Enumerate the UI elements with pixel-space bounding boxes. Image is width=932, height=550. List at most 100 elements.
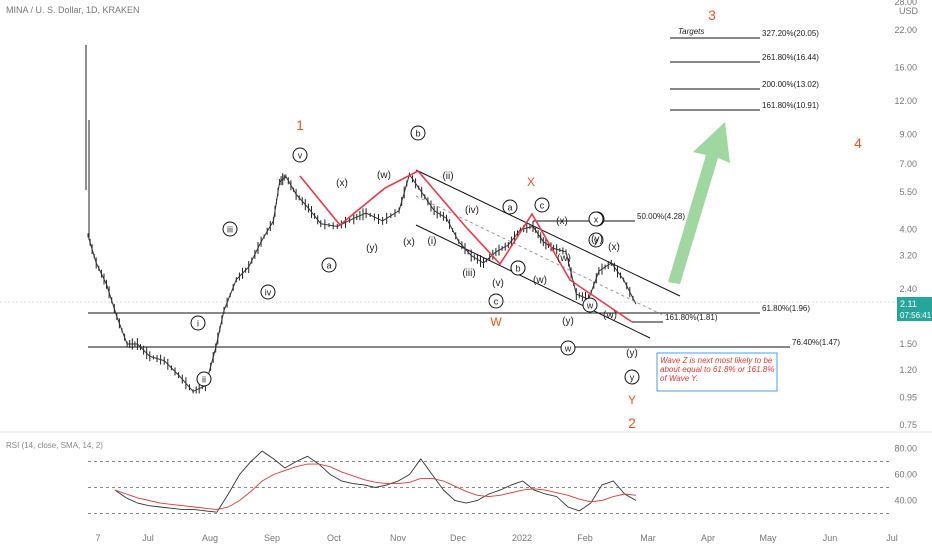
wave-label-circled: iv <box>265 288 272 298</box>
candles <box>85 45 634 394</box>
annotation-line: Wave Z is next most likely to be <box>660 356 773 365</box>
wave-label-circled: b <box>415 129 420 139</box>
last-price-bg <box>897 297 932 321</box>
wave-circle <box>410 125 426 141</box>
wave-label-paren: (y) <box>591 234 603 245</box>
wave-circle <box>582 297 598 313</box>
wave-label-paren: (iv) <box>465 205 479 216</box>
rsi-panel: RSI (14, close, SMA, 14, 2) 80.00 60.00 40… <box>0 431 932 514</box>
x-tick-label: May <box>759 533 777 543</box>
x-tick-label: Dec <box>450 533 467 543</box>
rsi-title: RSI (14, close, SMA, 14, 2) <box>6 441 103 450</box>
last-price-tag: 2.11 07:56:41 <box>897 297 932 321</box>
x-tick-label: Oct <box>327 533 342 543</box>
x-tick-label: Mar <box>640 533 656 543</box>
wave-circle <box>588 211 604 227</box>
wave-label-red: 4 <box>854 135 862 151</box>
wave-circle <box>190 315 206 331</box>
x-tick-label: 2022 <box>512 533 532 543</box>
y-tick-label: 7.00 <box>899 159 917 169</box>
wave-circle <box>502 199 518 215</box>
wave-label-paren: (v) <box>492 278 504 289</box>
fib-label: 76.40%(1.47) <box>792 338 840 347</box>
rsi-line <box>114 450 637 513</box>
fib-label: 61.80%(1.96) <box>762 304 810 313</box>
y-tick-label: 5.50 <box>899 187 917 197</box>
y-tick-label: 3.20 <box>899 250 917 260</box>
wave-circle <box>510 260 526 276</box>
target-arrow-shape <box>668 122 730 284</box>
rsi-tick-label: 60.00 <box>894 470 917 480</box>
annotation-box: Wave Z is next most likely to be about eq… <box>656 352 778 392</box>
wave-label-circled: b <box>515 264 520 274</box>
x-tick-label: Jul <box>142 533 154 543</box>
currency-label[interactable]: USD <box>899 6 919 16</box>
wave-label-paren: (ii) <box>442 171 453 182</box>
channel-lower-line <box>415 224 651 339</box>
rsi-tick-label: 80.00 <box>894 444 917 454</box>
wave-label-red: 1 <box>296 117 304 133</box>
wave-label-paren: (x) <box>336 178 348 189</box>
x-tick-label: Feb <box>577 533 593 543</box>
x-tick-label: Nov <box>390 533 407 543</box>
fib-label: 327.20%(20.05) <box>762 29 819 38</box>
y-tick-label: 22.00 <box>894 25 917 35</box>
wave-label-paren: (x) <box>556 216 568 227</box>
rsi-tick-label: 40.00 <box>894 496 917 506</box>
wave-circle <box>292 147 308 163</box>
wave-label-circled: ii <box>202 375 206 385</box>
wave-circle <box>534 197 550 213</box>
wave-label-paren: (y) <box>562 316 574 327</box>
fib-label: 50.00%(4.28) <box>637 212 685 221</box>
y-tick-label: 2.40 <box>899 284 917 294</box>
channel-mid-line <box>415 195 666 317</box>
annotation-line: of Wave Y. <box>660 374 698 383</box>
wave-label-paren: (y) <box>626 348 638 359</box>
wave-label-paren: (w) <box>533 275 547 286</box>
wave-circle <box>222 221 238 237</box>
y-tick-label: 1.50 <box>899 339 917 349</box>
wave-label-red: W <box>490 315 502 329</box>
rsi-sma-line <box>114 463 637 511</box>
annotation-line: about equal to 61.8% or 161.8% <box>660 365 774 374</box>
wave-circle <box>488 293 504 309</box>
wave-label-circled: v <box>298 151 303 161</box>
wave-label-paren: (x) <box>608 242 620 253</box>
wave-labels: 1234XWYvbiiiiiiacbwxwyivxycab(x)(w)(ii)(… <box>190 7 862 431</box>
wave-label-paren: (i) <box>428 236 437 247</box>
wave-label-circled: w <box>564 344 572 354</box>
wave-label-circled: x <box>594 215 599 225</box>
wave-label-paren: (w) <box>377 170 391 181</box>
wave-circle <box>560 340 576 356</box>
x-tick-label: Jul <box>886 533 898 543</box>
annotation-text: Wave Z is next most likely to be about eq… <box>660 356 774 383</box>
x-tick-label: Aug <box>202 533 218 543</box>
x-tick-label: Sep <box>264 533 280 543</box>
fib-label: 161.80%(1.81) <box>665 313 718 322</box>
wave-label-paren: (w) <box>603 310 617 321</box>
wave-circle <box>260 284 276 300</box>
x-tick-label: Apr <box>701 533 715 543</box>
wave-label-paren: (iii) <box>462 268 475 279</box>
wave-label-circled: i <box>197 319 199 329</box>
chart-title: MINA / U. S. Dollar, 1D, KRAKEN <box>6 5 140 15</box>
y-tick-label: 1.20 <box>899 365 917 375</box>
targets-label: Targets <box>678 27 704 36</box>
fib-lines: 327.20%(20.05) 261.80%(16.44) 200.00%(13.0… <box>88 27 840 348</box>
wave-label-circled: w <box>586 301 594 311</box>
wave-label-red: 2 <box>628 415 636 431</box>
zigzag-polyline <box>299 169 633 323</box>
wave-label-paren: (y) <box>366 243 378 254</box>
wave-circle <box>321 257 337 273</box>
y-tick-label: 16.00 <box>894 62 917 72</box>
x-tick-label: Jun <box>823 533 838 543</box>
wave-label-circled: y <box>594 236 599 246</box>
wave-label-red: X <box>527 175 535 189</box>
wave-circle <box>588 232 604 248</box>
target-arrow <box>668 122 730 284</box>
y-axis: 28.00 22.00 16.00 12.00 9.00 7.00 5.50 4.00 3.20… <box>894 0 917 430</box>
y-tick-label: 0.75 <box>899 420 917 430</box>
wave-label-circled: c <box>540 201 545 211</box>
last-price-time: 07:56:41 <box>900 311 932 320</box>
